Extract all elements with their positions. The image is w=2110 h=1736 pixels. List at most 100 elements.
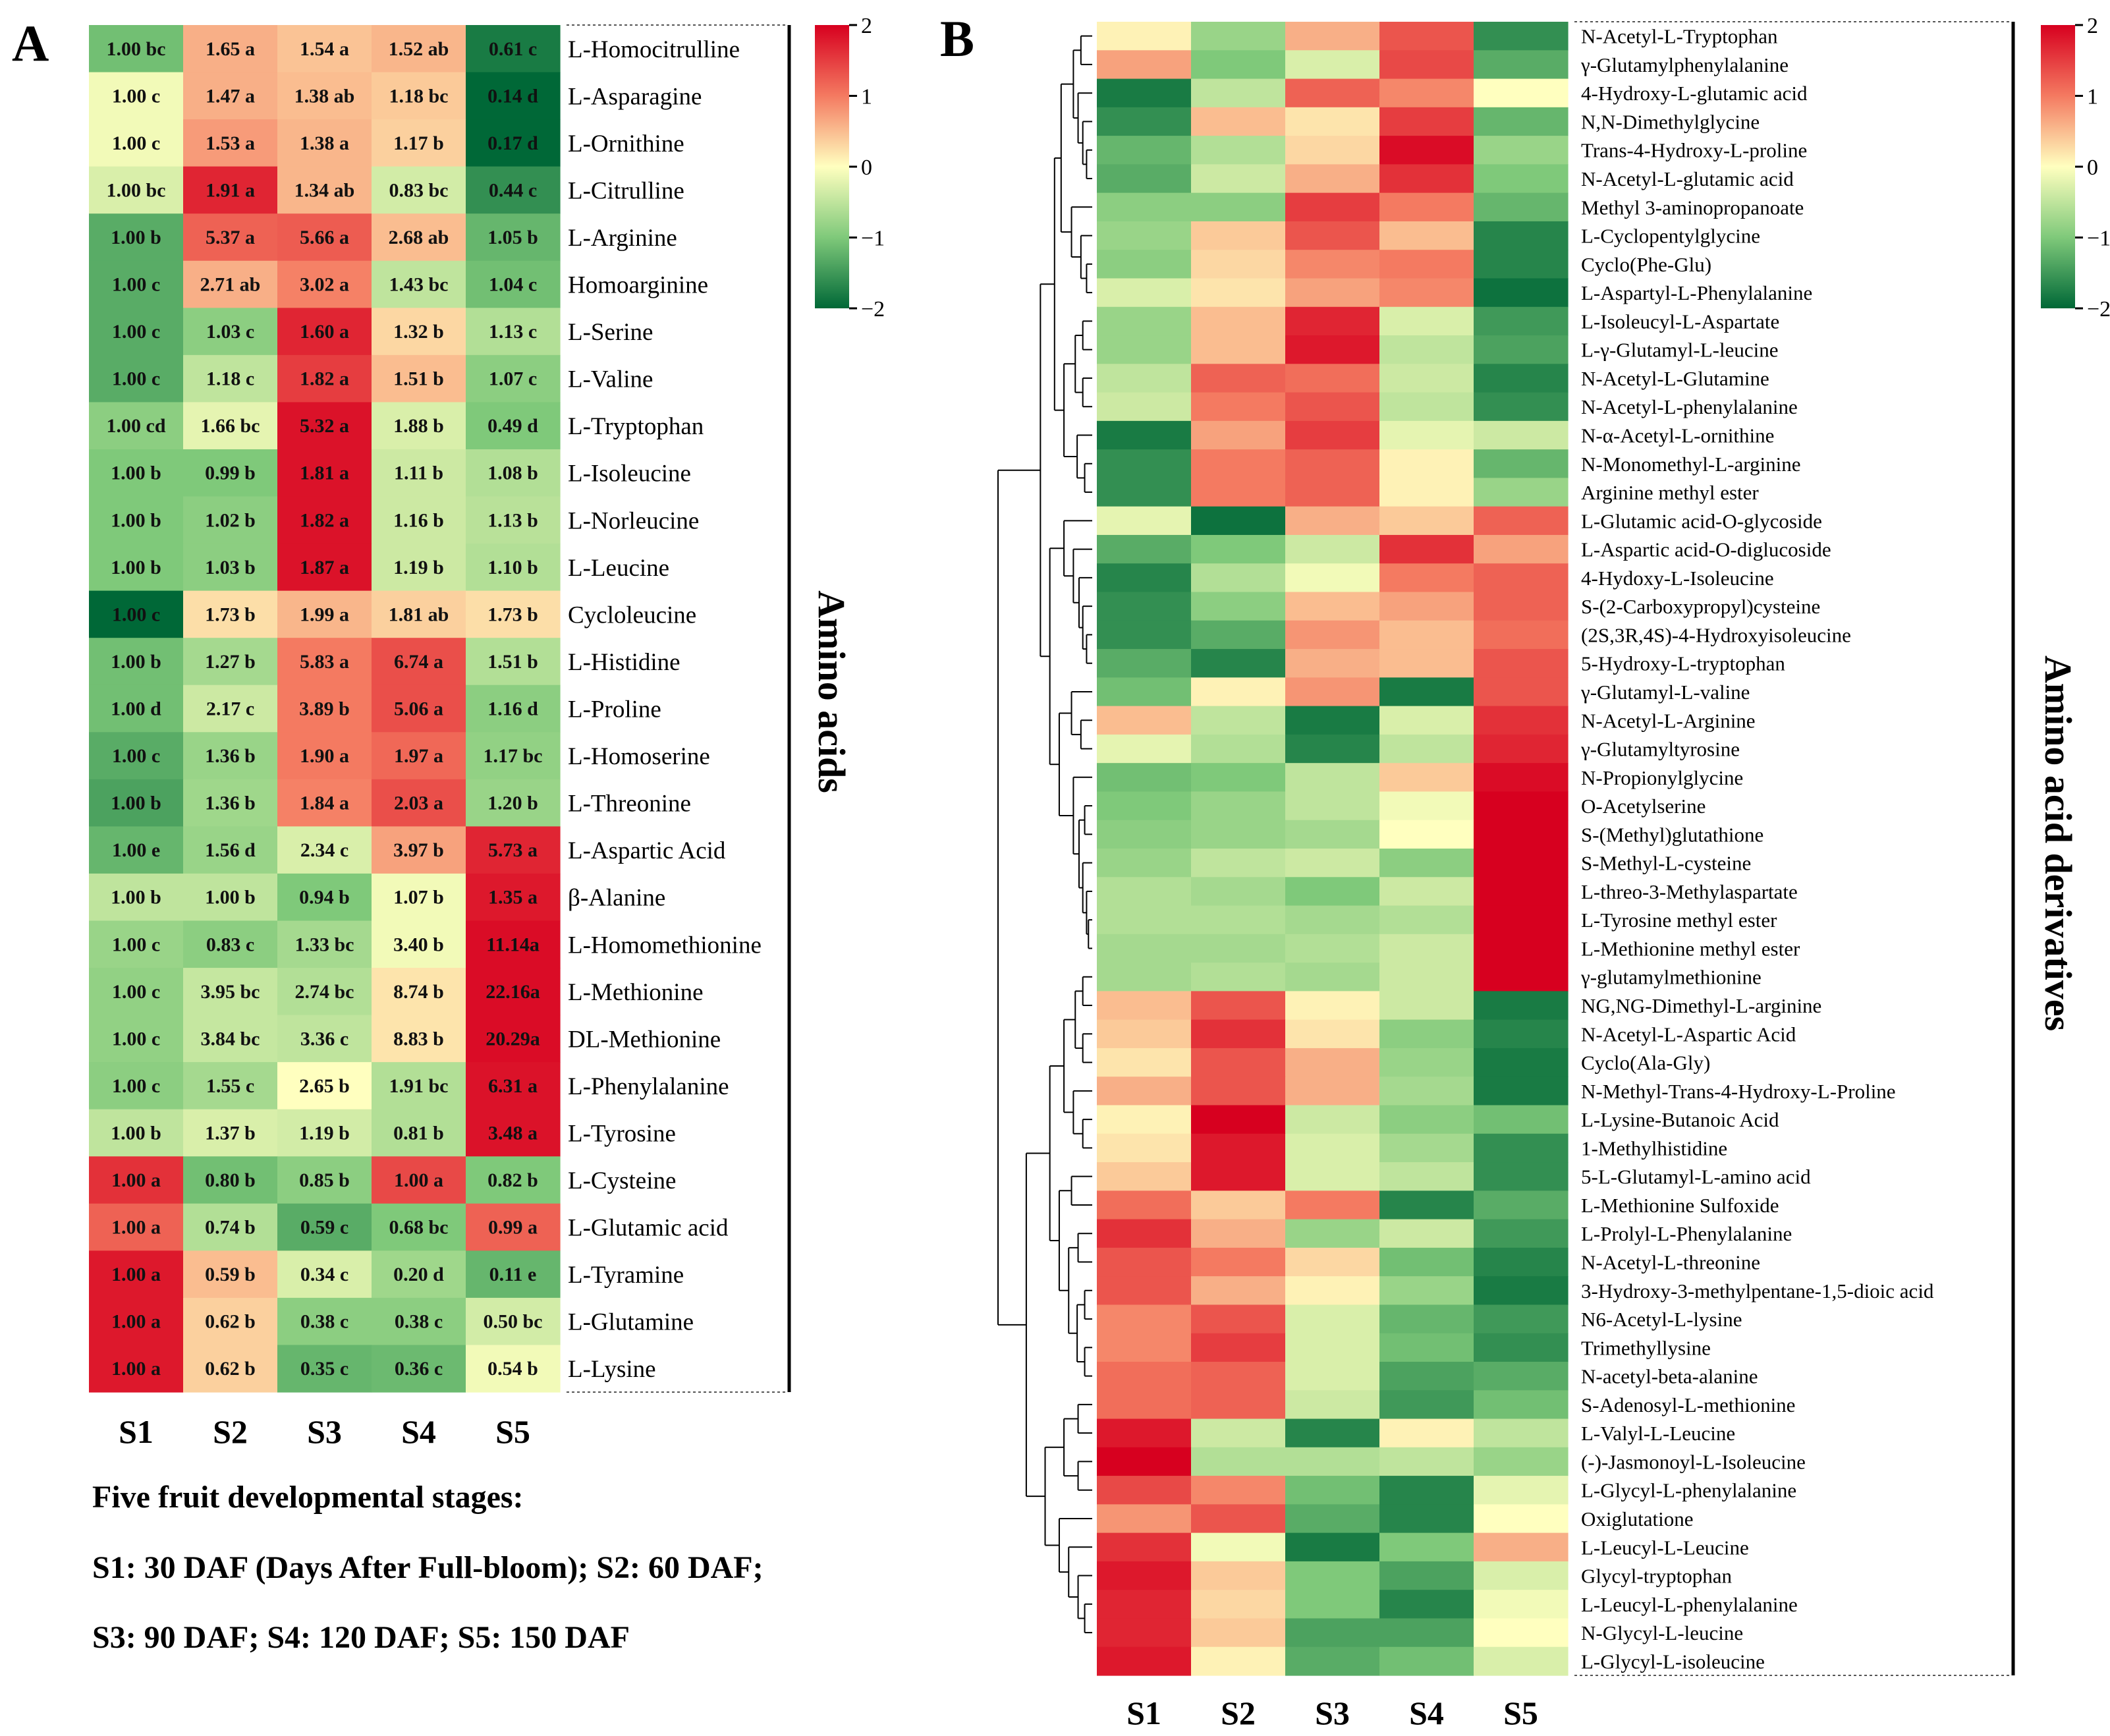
cell-value-label: 1.00 c — [112, 132, 160, 154]
row-label: N6-Acetyl-L-lysine — [1581, 1308, 1742, 1331]
heatmap-cell — [1097, 934, 1192, 963]
heatmap-cell — [1379, 392, 1474, 422]
row-label: L-Tyrosine — [568, 1120, 676, 1147]
row-label: N-Acetyl-L-Glutamine — [1581, 367, 1769, 390]
row-label: L-Cysteine — [568, 1167, 676, 1194]
cell-value-label: 1.87 a — [300, 557, 349, 578]
heatmap-cell — [1285, 763, 1380, 793]
cell-value-label: 1.03 b — [205, 557, 256, 578]
heatmap-cell — [1474, 449, 1569, 479]
heatmap-cell — [277, 213, 372, 262]
cell-value-label: 1.19 b — [299, 1122, 350, 1144]
row-label: S-Adenosyl-L-methionine — [1581, 1393, 1795, 1416]
heatmap-cell — [1097, 1361, 1192, 1391]
row-label: L-Citrulline — [568, 177, 684, 204]
heatmap-cell — [1474, 763, 1569, 793]
heatmap-cell — [1191, 877, 1286, 907]
heatmap-cell — [1379, 592, 1474, 621]
cell-value-label: 1.36 b — [205, 793, 256, 814]
heatmap-cell — [1191, 649, 1286, 678]
heatmap-cell — [1285, 1048, 1380, 1077]
heatmap-cell — [1379, 905, 1474, 935]
heatmap-cell — [372, 1250, 466, 1299]
heatmap-cell — [89, 779, 184, 827]
heatmap-cell — [1474, 392, 1569, 422]
cell-value-label: 1.66 bc — [201, 415, 260, 437]
heatmap-cell — [1474, 734, 1569, 764]
heatmap-cell — [1379, 1532, 1474, 1562]
heatmap-cell — [1285, 1418, 1380, 1448]
heatmap-cell — [277, 166, 372, 214]
heatmap-cell — [466, 166, 561, 214]
cell-value-label: 0.38 c — [300, 1311, 348, 1333]
heatmap-cell — [1191, 820, 1286, 849]
cell-value-label: 1.13 b — [487, 509, 538, 531]
cell-value-label: 1.38 a — [300, 132, 349, 154]
heatmap-cell — [1474, 1418, 1569, 1448]
heatmap-cell — [277, 72, 372, 120]
heatmap-cell — [1097, 1162, 1192, 1191]
heatmap-cell — [466, 1203, 561, 1251]
heatmap-cell — [466, 354, 561, 403]
heatmap-cell — [1191, 1447, 1286, 1476]
heatmap-cell — [1285, 449, 1380, 479]
heatmap-cell — [1285, 620, 1380, 650]
heatmap-cell — [1379, 706, 1474, 735]
heatmap-cell — [277, 449, 372, 497]
heatmap-cell — [1285, 1532, 1380, 1562]
colorbar-tick-label: 1 — [2087, 85, 2098, 109]
cell-value-label: 1.53 a — [206, 132, 255, 154]
heatmap-cell — [1191, 192, 1286, 222]
row-label: L-Lysine — [568, 1356, 656, 1383]
panel-b-heatmap: N-Acetyl-L-Tryptophan γ-Glutamylphenylala… — [997, 14, 2110, 1731]
heatmap-cell — [1474, 306, 1569, 336]
colorbar-tick-label: 1 — [861, 85, 872, 109]
column-label: S5 — [495, 1413, 530, 1450]
cell-value-label: 3.84 bc — [201, 1028, 260, 1050]
heatmap-cell — [1285, 1276, 1380, 1306]
row-label: L-Aspartic acid-O-diglucoside — [1581, 538, 1831, 561]
cell-value-label: 1.00 b — [111, 509, 161, 531]
heatmap-cell — [1285, 136, 1380, 165]
heatmap-cell — [1097, 1077, 1192, 1106]
row-label: L-Homomethionine — [568, 932, 762, 959]
heatmap-cell — [1191, 991, 1286, 1021]
row-label: Trimethyllysine — [1581, 1336, 1711, 1359]
heatmap-cell — [1191, 335, 1286, 364]
heatmap-cell — [1285, 677, 1380, 707]
heatmap-cell — [1097, 78, 1192, 108]
heatmap-cell — [183, 920, 278, 968]
heatmap-cell — [1191, 763, 1286, 793]
heatmap-cell — [1379, 1361, 1474, 1391]
heatmap-cell — [1474, 1361, 1569, 1391]
cell-value-label: 1.81 a — [300, 462, 349, 484]
heatmap-cell — [1191, 22, 1286, 51]
row-label: L-Serine — [568, 319, 653, 346]
row-label: N-acetyl-beta-alanine — [1581, 1365, 1758, 1388]
cell-value-label: 0.20 d — [393, 1264, 444, 1285]
heatmap-cell — [183, 638, 278, 686]
heatmap-cell — [1379, 649, 1474, 678]
panel-b-column-labels: S1 S2 S3 S4 S5 — [1126, 1694, 1538, 1731]
cell-value-label: 2.17 c — [206, 698, 254, 720]
heatmap-cell — [1097, 791, 1192, 821]
row-label: γ-Glutamyl-L-valine — [1580, 681, 1750, 704]
heatmap-cell — [1097, 449, 1192, 479]
cell-value-label: 1.16 b — [393, 509, 444, 531]
cell-value-label: 0.99 a — [488, 1217, 538, 1239]
heatmap-cell — [1191, 563, 1286, 593]
heatmap-cell — [1285, 820, 1380, 849]
column-label: S4 — [401, 1413, 436, 1450]
heatmap-cell — [466, 873, 561, 922]
cell-value-label: 1.91 a — [206, 179, 255, 201]
cell-value-label: 1.65 a — [206, 38, 255, 60]
heatmap-cell — [1285, 1476, 1380, 1505]
heatmap-cell — [1474, 905, 1569, 935]
heatmap-cell — [183, 72, 278, 120]
cell-value-label: 1.00 c — [112, 1028, 160, 1050]
heatmap-cell — [1097, 478, 1192, 507]
cell-value-label: 1.03 c — [206, 321, 254, 343]
heatmap-cell — [183, 685, 278, 733]
heatmap-cell — [1379, 50, 1474, 80]
panel-b-label: B — [940, 10, 974, 67]
